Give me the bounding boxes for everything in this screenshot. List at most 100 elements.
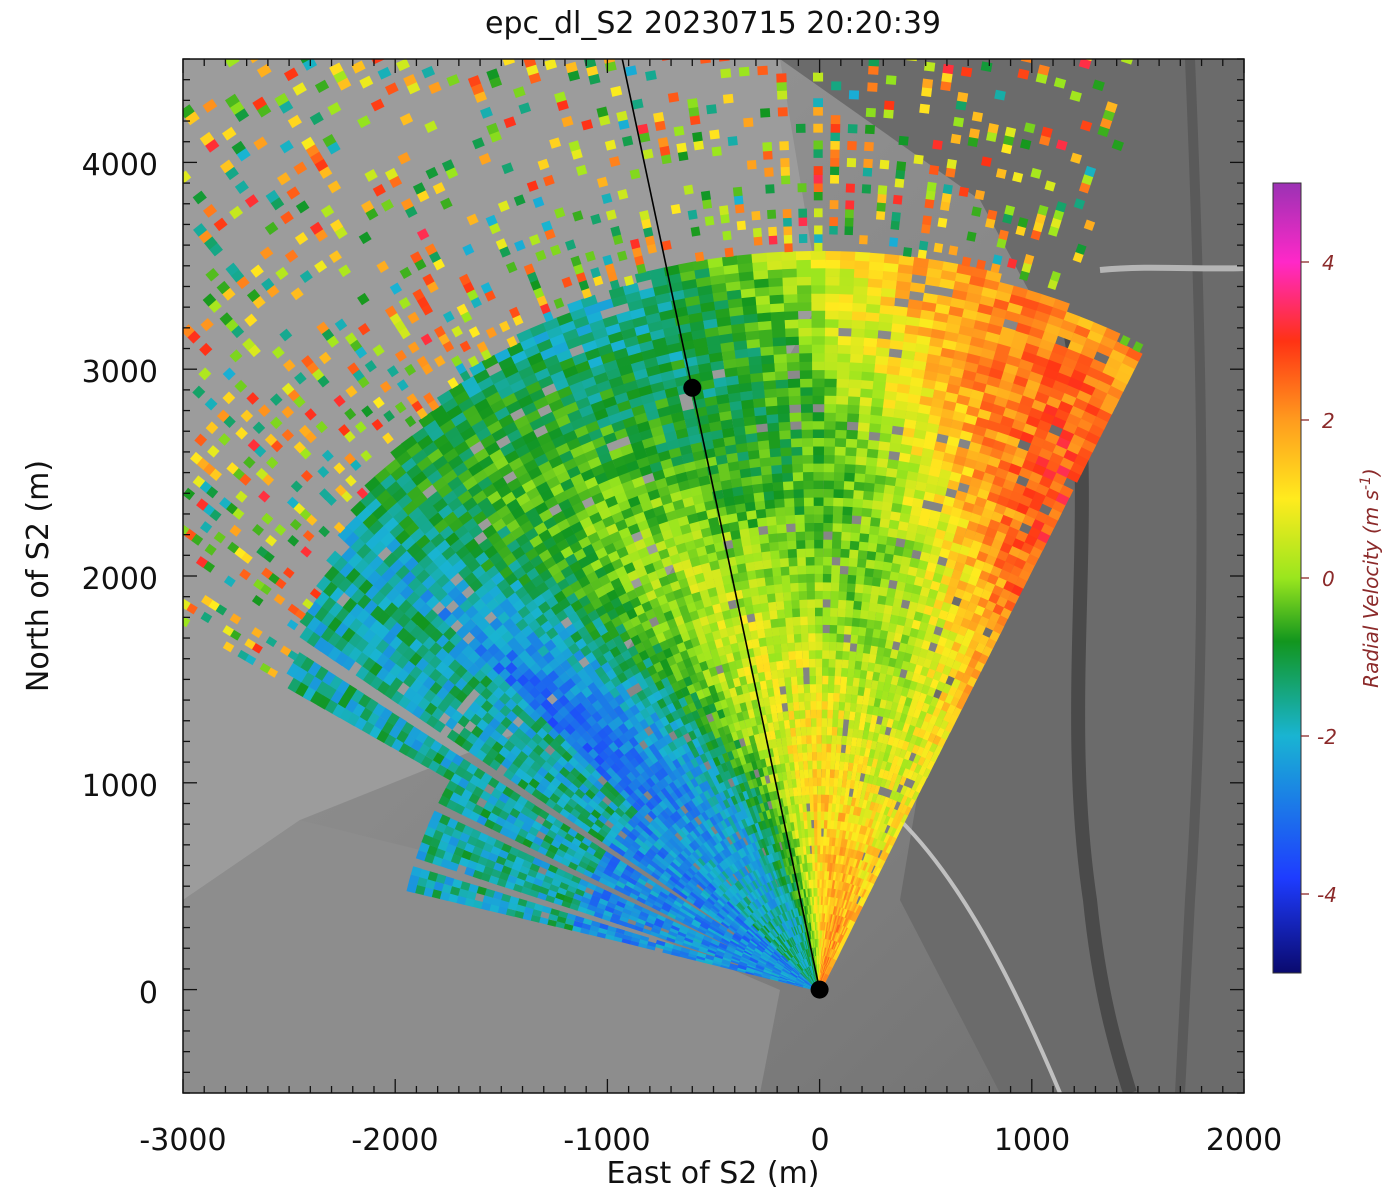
velocity-cell [633, 925, 644, 933]
velocity-cell [781, 455, 793, 465]
velocity-cell [692, 131, 703, 142]
velocity-cell [617, 896, 628, 905]
velocity-cell [767, 601, 777, 612]
velocity-cell [661, 923, 672, 932]
velocity-cell [766, 260, 783, 271]
velocity-cell [625, 922, 636, 930]
velocity-cell [771, 626, 780, 637]
velocity-cell [464, 897, 475, 907]
velocity-cell [768, 285, 784, 296]
velocity-cell [563, 923, 574, 931]
velocity-cell [775, 506, 786, 517]
velocity-cell [477, 832, 489, 843]
velocity-cell [757, 320, 773, 331]
velocity-cell [653, 883, 664, 892]
velocity-cell [673, 899, 683, 908]
velocity-cell [776, 387, 789, 398]
velocity-cell [756, 959, 767, 968]
velocity-cell [752, 389, 766, 400]
velocity-cell [671, 921, 682, 929]
velocity-cell [615, 847, 626, 857]
velocity-cell [458, 832, 471, 843]
velocity-cell [678, 891, 689, 900]
velocity-cell [647, 914, 657, 922]
velocity-cell [492, 890, 504, 901]
velocity-cell [582, 918, 593, 926]
velocity-cell [722, 953, 733, 960]
velocity-cell [720, 68, 732, 79]
velocity-cell [631, 907, 642, 915]
velocity-cell [502, 786, 514, 798]
velocity-cell [423, 852, 435, 864]
velocity-cell [636, 877, 647, 886]
velocity-cell [556, 887, 568, 896]
velocity-cell [528, 826, 540, 837]
velocity-cell [485, 835, 497, 847]
velocity-cell [664, 942, 674, 949]
velocity-cell [645, 70, 657, 81]
velocity-cell [336, 679, 350, 695]
velocity-cell [787, 701, 794, 712]
velocity-cell [794, 641, 803, 652]
velocity-cell [740, 390, 754, 401]
velocity-cell [761, 473, 773, 484]
velocity-cell [690, 920, 701, 929]
velocity-cell [767, 524, 778, 535]
velocity-cell [688, 949, 699, 956]
velocity-cell [782, 480, 794, 491]
velocity-cell [411, 42, 425, 55]
velocity-cell [710, 938, 721, 947]
velocity-cell [505, 908, 516, 917]
velocity-cell [368, 725, 382, 739]
velocity-cell [674, 915, 685, 924]
velocity-cell [490, 897, 502, 907]
velocity-cell [570, 898, 581, 907]
velocity-cell [331, 703, 346, 718]
velocity-cell [524, 783, 536, 795]
velocity-cell [474, 862, 486, 873]
velocity-cell [804, 700, 811, 711]
velocity-cell [459, 727, 472, 740]
velocity-cell [610, 855, 621, 865]
velocity-cell [669, 905, 680, 914]
velocity-cell [516, 850, 528, 860]
velocity-cell [803, 769, 809, 779]
velocity-cell [523, 816, 536, 827]
velocity-cell [765, 584, 776, 595]
velocity-cell [531, 788, 543, 800]
velocity-cell [636, 862, 647, 871]
velocity-cell [642, 885, 652, 894]
velocity-cell [736, 220, 747, 231]
velocity-cell [592, 890, 603, 899]
velocity-cell [754, 414, 768, 425]
velocity-cell [699, 922, 710, 930]
velocity-cell [512, 883, 524, 893]
velocity-cell [562, 895, 574, 904]
velocity-cell [800, 777, 806, 787]
velocity-cell [760, 465, 773, 476]
velocity-cell [768, 277, 784, 288]
velocity-cell [757, 440, 770, 451]
velocity-cell [514, 834, 526, 845]
velocity-cell [609, 917, 620, 925]
velocity-cell [562, 852, 574, 862]
velocity-cell [442, 850, 454, 862]
velocity-cell [355, 665, 370, 681]
velocity-cell [792, 752, 799, 763]
velocity-cell [673, 125, 685, 137]
velocity-cell [772, 481, 784, 492]
velocity-cell [649, 930, 660, 938]
velocity-cell [737, 963, 748, 971]
velocity-cell [803, 683, 811, 694]
velocity-cell [764, 499, 776, 510]
velocity-cell [765, 405, 779, 416]
velocity-cell [566, 813, 578, 824]
velocity-cell [572, 920, 583, 928]
velocity-cell [548, 883, 560, 893]
velocity-cell [622, 852, 633, 862]
velocity-cell [657, 933, 668, 941]
velocity-cell [801, 633, 809, 643]
velocity-cell [585, 864, 596, 874]
velocity-cell [339, 707, 353, 723]
velocity-cell [563, 803, 574, 814]
